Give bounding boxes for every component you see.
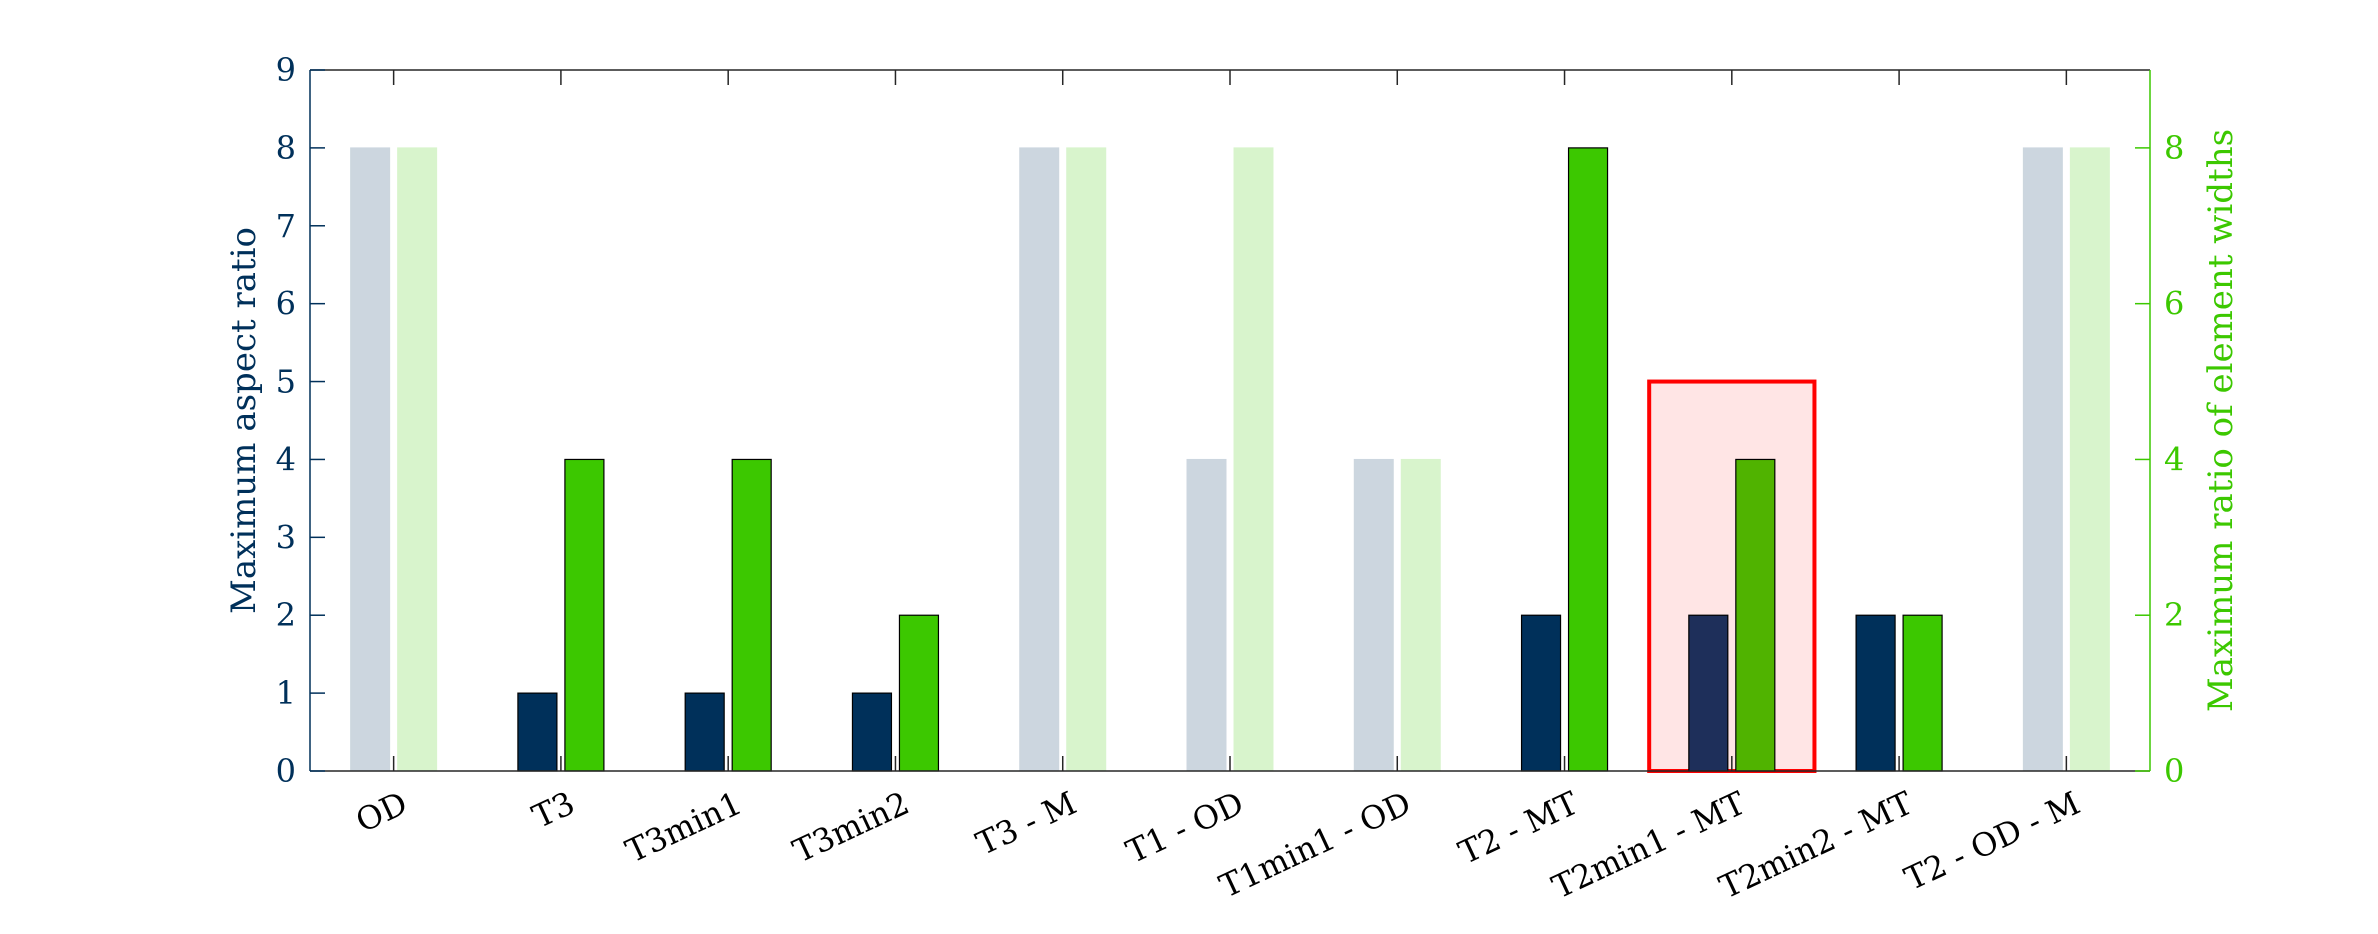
y-left-tick-label: 0 <box>276 752 296 790</box>
x-tick-label: OD <box>350 784 413 840</box>
bar-aspect-ratio <box>1688 614 1729 772</box>
bars-layer <box>350 147 2110 772</box>
bar-width-ratio <box>1735 458 1776 772</box>
axes-layer <box>309 69 2151 772</box>
y-left-tick-label: 9 <box>276 51 296 89</box>
bar-aspect-ratio <box>1019 147 1060 772</box>
y-left-tick-label: 5 <box>276 363 296 401</box>
bar-aspect-ratio <box>350 147 391 772</box>
y-right-tick-label: 0 <box>2164 752 2184 790</box>
y-right-tick-label: 4 <box>2164 440 2184 478</box>
x-tick-label: T2 - MT <box>1453 784 1585 872</box>
bar-width-ratio <box>731 458 772 772</box>
bar-width-ratio <box>1567 147 1609 772</box>
bar-aspect-ratio <box>517 692 558 772</box>
highlight-layer <box>1647 379 1817 773</box>
bar-width-ratio <box>1902 614 1943 772</box>
y-left-axis-title: Maximum aspect ratio <box>224 227 264 614</box>
x-tick-label: T3 <box>526 784 580 836</box>
bar-aspect-ratio <box>1353 458 1394 772</box>
x-tick-label: T3 - M <box>970 784 1082 863</box>
x-tick-label: T1min1 - OD <box>1214 784 1417 906</box>
labels-layer: 0 1 2 3 4 5 6 7 8 9 0 2 4 6 8 OD T3 T3min1 T3min2 T3 - M T1 … <box>224 51 2241 906</box>
bar-width-ratio <box>1066 147 1107 772</box>
bar-aspect-ratio <box>1186 458 1227 772</box>
x-tick-label: T1 - OD <box>1120 784 1249 871</box>
x-tick-label: T2 - OD - M <box>1899 784 2086 898</box>
bar-width-ratio <box>2069 147 2110 772</box>
y-right-tick-label: 2 <box>2164 596 2184 634</box>
bar-width-ratio <box>564 458 605 772</box>
bar-aspect-ratio <box>2022 147 2063 772</box>
y-left-tick-label: 3 <box>276 518 296 556</box>
bar-aspect-ratio <box>1520 614 1562 772</box>
y-right-tick-label: 8 <box>2164 129 2184 167</box>
bar-width-ratio <box>898 614 940 772</box>
y-right-axis-title: Maximum ratio of element widths <box>2201 129 2241 712</box>
highlight-box <box>1647 379 1817 773</box>
y-left-tick-label: 1 <box>276 674 296 712</box>
y-left-tick-label: 4 <box>276 440 296 478</box>
bar-aspect-ratio <box>851 692 893 772</box>
bar-aspect-ratio <box>684 692 725 772</box>
bar-aspect-ratio <box>1855 614 1896 772</box>
y-left-tick-label: 2 <box>276 596 296 634</box>
x-tick-label: T3min2 <box>787 784 915 871</box>
bar-width-ratio <box>1233 147 1274 772</box>
x-tick-label: T2min2 - MT <box>1713 784 1919 907</box>
y-left-tick-label: 8 <box>276 129 296 167</box>
bar-width-ratio <box>1400 458 1441 772</box>
y-left-tick-label: 7 <box>276 207 296 245</box>
bar-width-ratio <box>397 147 438 772</box>
y-right-tick-label: 6 <box>2164 285 2184 323</box>
x-tick-label: T3min1 <box>620 784 748 871</box>
y-left-tick-label: 6 <box>276 285 296 323</box>
